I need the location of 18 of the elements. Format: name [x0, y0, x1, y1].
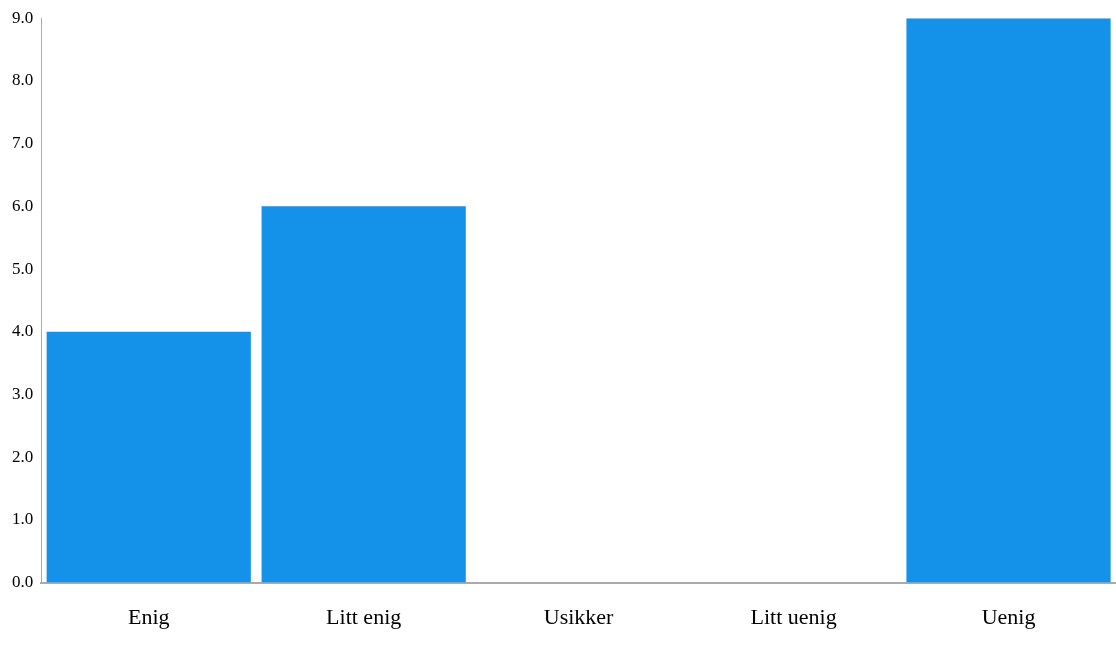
x-tick-label: Litt enig	[326, 603, 402, 629]
y-tick-label: 7.0	[12, 133, 34, 153]
y-tick-label: 0.0	[12, 572, 34, 592]
bar	[261, 206, 466, 583]
x-tick-label: Usikker	[543, 603, 615, 629]
y-tick-label: 4.0	[12, 321, 34, 341]
y-tick-label: 6.0	[12, 195, 34, 215]
x-tick-label: Uenig	[981, 603, 1036, 629]
y-tick-label: 1.0	[12, 509, 34, 529]
y-tick-label: 8.0	[12, 70, 34, 90]
x-tick-label: Litt uenig	[750, 603, 837, 629]
y-tick-label: 3.0	[12, 383, 34, 403]
y-tick-label: 5.0	[12, 258, 34, 278]
bar	[46, 331, 251, 583]
y-tick-label: 9.0	[12, 7, 34, 27]
bar	[906, 18, 1111, 583]
y-tick-label: 2.0	[12, 446, 34, 466]
x-tick-label: Enig	[127, 603, 170, 629]
